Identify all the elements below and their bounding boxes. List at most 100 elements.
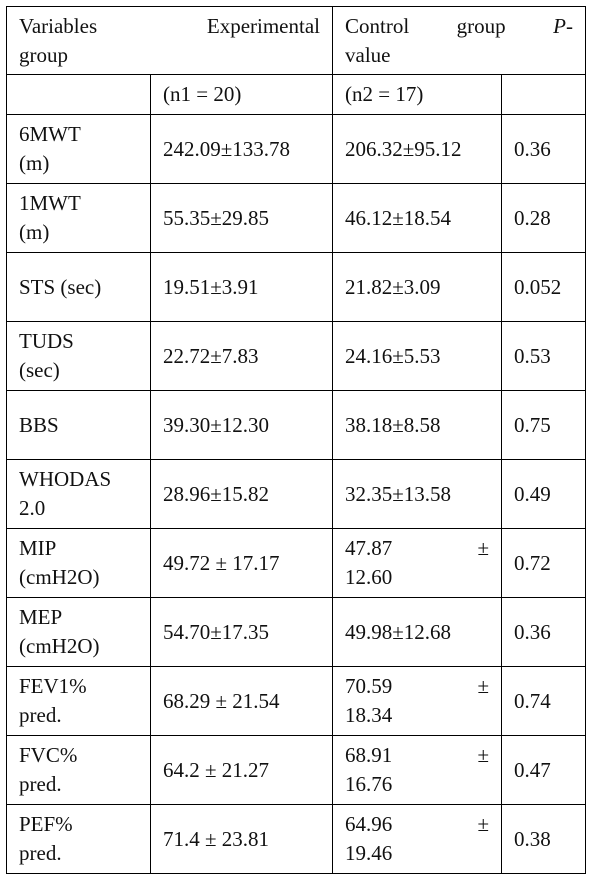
control-value-cell: 32.35±13.58 xyxy=(332,459,502,529)
control-value-cell: 46.12±18.54 xyxy=(332,183,502,253)
header-p-label: P- xyxy=(553,13,573,38)
p-value: 0.72 xyxy=(501,528,586,598)
experimental-value: 71.4 ± 23.81 xyxy=(150,804,333,874)
variable-name: MIP xyxy=(19,536,57,560)
variable-cell: BBS xyxy=(6,390,151,460)
experimental-value: 22.72±7.83 xyxy=(150,321,333,391)
variable-name: FVC% xyxy=(19,743,78,767)
results-table-container: Variables Experimental group Control gro… xyxy=(6,6,586,874)
p-value: 0.75 xyxy=(501,390,586,460)
header-group2-label: group xyxy=(456,13,506,38)
subheader-empty-cell-2 xyxy=(501,74,586,115)
variable-cell: MEP (cmH2O) xyxy=(6,597,151,667)
control-value: 70.59 ± xyxy=(345,674,489,698)
control-value-cell: 47.87 ± 12.60 xyxy=(332,528,502,598)
control-value-cell: 24.16±5.53 xyxy=(332,321,502,391)
control-value-cell: 68.91 ± 16.76 xyxy=(332,735,502,805)
variable-cell: TUDS (sec) xyxy=(6,321,151,391)
variable-unit: pred. xyxy=(19,841,62,865)
header-experimental-label: Experimental xyxy=(206,13,320,38)
table-row: STS (sec) 19.51±3.91 21.82±3.09 0.052 xyxy=(6,252,586,322)
variable-name: FEV1% xyxy=(19,674,87,698)
experimental-value: 242.09±133.78 xyxy=(150,114,333,184)
variable-name: 1MWT xyxy=(19,191,81,215)
header-control-label: Control xyxy=(345,13,410,38)
p-value: 0.052 xyxy=(501,252,586,322)
table-header-row: Variables Experimental group Control gro… xyxy=(6,6,586,75)
header-variables-label: Variables xyxy=(19,13,98,38)
table-row: WHODAS 2.0 28.96±15.82 32.35±13.58 0.49 xyxy=(6,459,586,529)
p-value: 0.28 xyxy=(501,183,586,253)
control-value: 38.18±8.58 xyxy=(345,412,441,437)
variable-unit: pred. xyxy=(19,772,62,796)
header-group-label: group xyxy=(19,42,68,67)
experimental-value: 64.2 ± 21.27 xyxy=(150,735,333,805)
subheader-row: (n1 = 20) (n2 = 17) xyxy=(6,74,586,115)
control-value-cell: 64.96 ± 19.46 xyxy=(332,804,502,874)
variable-unit: 2.0 xyxy=(19,496,46,520)
control-value-cell: 49.98±12.68 xyxy=(332,597,502,667)
p-value: 0.47 xyxy=(501,735,586,805)
control-value-continued: 16.76 xyxy=(345,772,393,796)
variable-unit: (sec) xyxy=(19,358,60,382)
header-value-label: value xyxy=(345,42,391,67)
variable-cell: PEF% pred. xyxy=(6,804,151,874)
table-row: MIP (cmH2O) 49.72 ± 17.17 47.87 ± 12.60 0.72 xyxy=(6,528,586,598)
experimental-value: 54.70±17.35 xyxy=(150,597,333,667)
control-value: 21.82±3.09 xyxy=(345,274,441,299)
control-value: 24.16±5.53 xyxy=(345,343,441,368)
variable-cell: WHODAS 2.0 xyxy=(6,459,151,529)
control-value-continued: 18.34 xyxy=(345,703,393,727)
header-control-pvalue: Control group P- value xyxy=(332,6,586,75)
p-value: 0.74 xyxy=(501,666,586,736)
table-row: TUDS (sec) 22.72±7.83 24.16±5.53 0.53 xyxy=(6,321,586,391)
experimental-value: 28.96±15.82 xyxy=(150,459,333,529)
variable-unit: (m) xyxy=(19,220,50,244)
variable-cell: FVC% pred. xyxy=(6,735,151,805)
control-value-cell: 70.59 ± 18.34 xyxy=(332,666,502,736)
control-value: 64.96 ± xyxy=(345,812,489,836)
variable-name: BBS xyxy=(19,412,59,437)
subheader-n2: (n2 = 17) xyxy=(332,74,502,115)
control-value-cell: 21.82±3.09 xyxy=(332,252,502,322)
table-row: MEP (cmH2O) 54.70±17.35 49.98±12.68 0.36 xyxy=(6,597,586,667)
control-value: 68.91 ± xyxy=(345,743,489,767)
table-row: BBS 39.30±12.30 38.18±8.58 0.75 xyxy=(6,390,586,460)
experimental-value: 55.35±29.85 xyxy=(150,183,333,253)
experimental-value: 39.30±12.30 xyxy=(150,390,333,460)
table-row: 1MWT (m) 55.35±29.85 46.12±18.54 0.28 xyxy=(6,183,586,253)
variable-cell: STS (sec) xyxy=(6,252,151,322)
p-value: 0.38 xyxy=(501,804,586,874)
control-value: 47.87 ± xyxy=(345,536,489,560)
variable-name: WHODAS xyxy=(19,467,112,491)
header-line-2: Control group P- xyxy=(345,12,573,41)
variable-cell: MIP (cmH2O) xyxy=(6,528,151,598)
variable-unit: (cmH2O) xyxy=(19,634,100,658)
table-row: FVC% pred. 64.2 ± 21.27 68.91 ± 16.76 0.47 xyxy=(6,735,586,805)
variable-cell: 6MWT (m) xyxy=(6,114,151,184)
control-value-continued: 19.46 xyxy=(345,841,393,865)
table-row: 6MWT (m) 242.09±133.78 206.32±95.12 0.36 xyxy=(6,114,586,184)
header-line-1: Variables Experimental xyxy=(19,12,320,41)
variable-name: PEF% xyxy=(19,812,73,836)
variable-unit: pred. xyxy=(19,703,62,727)
table-row: PEF% pred. 71.4 ± 23.81 64.96 ± 19.46 0.38 xyxy=(6,804,586,874)
variable-unit: (cmH2O) xyxy=(19,565,100,589)
variable-name: TUDS xyxy=(19,329,74,353)
table-row: FEV1% pred. 68.29 ± 21.54 70.59 ± 18.34 0.74 xyxy=(6,666,586,736)
experimental-value: 68.29 ± 21.54 xyxy=(150,666,333,736)
header-variables-experimental: Variables Experimental group xyxy=(6,6,333,75)
variable-name: STS (sec) xyxy=(19,274,102,299)
variable-name: 6MWT xyxy=(19,122,81,146)
variable-cell: FEV1% pred. xyxy=(6,666,151,736)
experimental-value: 19.51±3.91 xyxy=(150,252,333,322)
control-value: 32.35±13.58 xyxy=(345,481,452,506)
p-value: 0.36 xyxy=(501,597,586,667)
variable-name: MEP xyxy=(19,605,63,629)
control-value-cell: 206.32±95.12 xyxy=(332,114,502,184)
p-value: 0.53 xyxy=(501,321,586,391)
p-value: 0.36 xyxy=(501,114,586,184)
subheader-empty-cell xyxy=(6,74,151,115)
control-value-continued: 12.60 xyxy=(345,565,393,589)
control-value: 49.98±12.68 xyxy=(345,619,452,644)
